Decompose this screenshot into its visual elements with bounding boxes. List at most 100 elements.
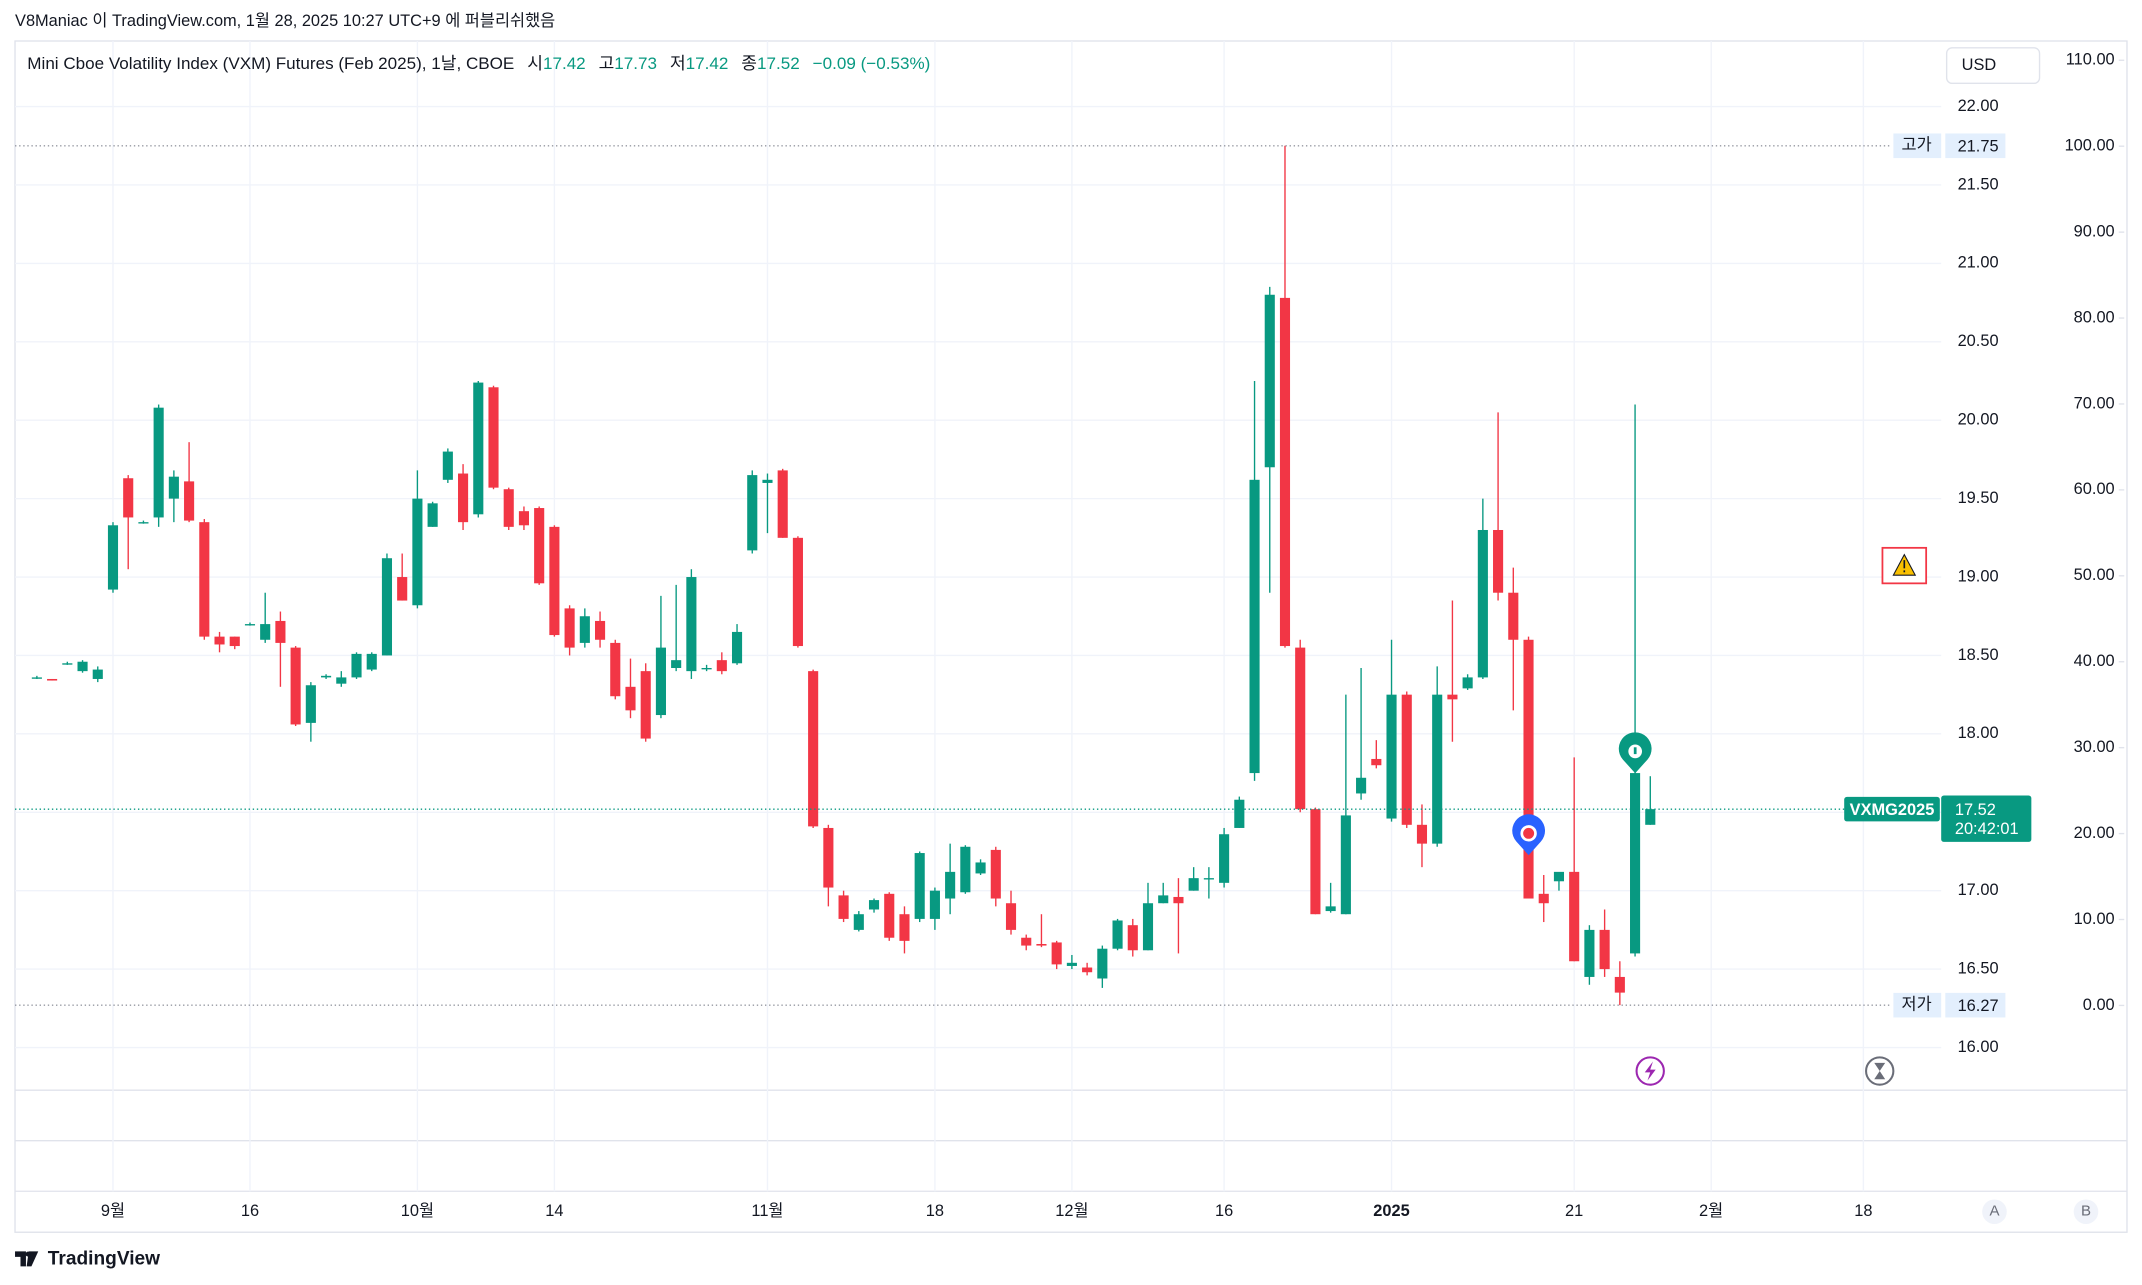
currency-button[interactable]	[1945, 47, 2041, 85]
last-price-symbol-bg	[1844, 796, 1940, 822]
candle-body	[1569, 871, 1580, 962]
candle-body	[260, 624, 271, 640]
legend-symbol: Mini Cboe Volatility Index (VXM) Futures…	[27, 54, 514, 73]
candle-body	[1082, 967, 1093, 973]
y2-tick-label: 90.00	[2074, 222, 2115, 240]
currency-label[interactable]: USD	[1962, 56, 1997, 74]
y-tick-label: 17.00	[1958, 881, 1999, 899]
publish-info: V8Maniac 이 TradingView.com, 1월 28, 2025 …	[15, 12, 555, 30]
scale-button-label[interactable]: B	[2081, 1203, 2091, 1220]
scale-button-label[interactable]: A	[1989, 1203, 1999, 1220]
candle-body	[1416, 824, 1428, 844]
x-tick-label: 21	[1565, 1202, 1583, 1220]
candle-body	[640, 671, 651, 739]
last-price-symbol: VXMG2025	[1850, 801, 1935, 819]
candle-body	[594, 620, 606, 640]
candle-body	[199, 522, 210, 637]
candle-body	[1371, 758, 1382, 766]
candle-body	[884, 893, 895, 938]
candle-body	[762, 479, 773, 483]
candle-body	[427, 503, 438, 527]
last-price-value: 17.52	[1955, 801, 1996, 819]
y-tick-label: 18.50	[1958, 646, 1999, 664]
candle-body	[990, 849, 1001, 899]
y-tick-label: 21.50	[1958, 175, 1999, 193]
y2-tick-label: 30.00	[2074, 738, 2115, 756]
green-pin[interactable]	[1618, 732, 1652, 774]
candle-body	[945, 871, 956, 899]
candle-body	[1553, 871, 1565, 882]
marker-value-bg	[1945, 133, 2006, 159]
x-tick-label: 18	[926, 1202, 944, 1220]
candle-body	[244, 624, 256, 626]
candle-body	[107, 525, 119, 590]
x-tick-label: 2월	[1699, 1202, 1723, 1220]
candle-body	[1142, 903, 1154, 951]
candle-body	[336, 677, 347, 684]
candle-body	[1203, 878, 1214, 880]
y2-tick-label: 10.00	[2074, 910, 2115, 928]
legend-high-label: 고	[599, 54, 615, 73]
candle-body	[1051, 942, 1062, 965]
candle-body	[838, 895, 849, 919]
y2-tick-label: 40.00	[2074, 652, 2115, 670]
candle-body	[853, 914, 864, 930]
marker-value: 21.75	[1958, 137, 1999, 155]
scale-button[interactable]	[1982, 1199, 2007, 1225]
candle-body	[123, 478, 134, 518]
marker-label: 저가	[1902, 995, 1932, 1013]
candle-body	[549, 526, 560, 636]
candle-body	[1188, 878, 1199, 891]
candle-body	[1630, 773, 1641, 954]
candle-body	[1066, 962, 1077, 966]
y-tick-label: 16.00	[1958, 1038, 1999, 1056]
grid	[15, 41, 1942, 1192]
candle-body	[823, 827, 834, 888]
blue-pin[interactable]	[1512, 814, 1546, 856]
y-tick-label: 16.50	[1958, 959, 1999, 977]
dividend-icon[interactable]	[1635, 1056, 1665, 1086]
candle-body	[1447, 694, 1458, 700]
candle-body	[31, 677, 42, 679]
scale-button[interactable]	[2073, 1199, 2099, 1225]
candle-body	[1523, 639, 1534, 899]
candle-body	[229, 636, 240, 647]
marker-value-bg	[1945, 992, 2006, 1018]
candle-body	[929, 890, 940, 919]
candle-body	[655, 647, 666, 716]
candle-body	[610, 642, 621, 697]
candle-body	[1614, 976, 1625, 993]
candle-body	[473, 382, 484, 515]
candle-body	[1584, 929, 1595, 977]
candle-body	[47, 678, 58, 681]
session-icon[interactable]	[1865, 1056, 1895, 1086]
candle-body	[321, 675, 332, 678]
candle-body	[442, 451, 453, 480]
marker-label: 고가	[1902, 136, 1932, 154]
y2-tick-label: 0.00	[2083, 996, 2115, 1014]
marker-value: 16.27	[1958, 997, 1999, 1015]
candle-body	[1645, 809, 1656, 825]
candle-body	[153, 407, 164, 518]
candle-body	[579, 616, 590, 643]
candle-body	[62, 663, 73, 665]
candle-body	[564, 608, 575, 648]
y-tick-label: 20.00	[1958, 411, 1999, 429]
last-price-bg	[1941, 795, 2032, 842]
frame	[14, 40, 2128, 1233]
y2-tick-label: 60.00	[2074, 480, 2115, 498]
candle-body	[1158, 895, 1169, 904]
candle-body	[1310, 809, 1321, 915]
y2-tick-label: 100.00	[2065, 137, 2115, 155]
candle-body	[184, 481, 195, 521]
y-tick-label: 20.50	[1958, 332, 1999, 350]
legend-high: 17.73	[614, 54, 657, 73]
last-price-countdown: 20:42:01	[1955, 820, 2019, 838]
candle-body	[1234, 799, 1245, 828]
candle-body	[1477, 529, 1488, 678]
candle-body	[1493, 529, 1504, 593]
legend-change: −0.09 (−0.53%)	[813, 54, 931, 73]
y-tick-label: 21.00	[1958, 254, 1999, 272]
